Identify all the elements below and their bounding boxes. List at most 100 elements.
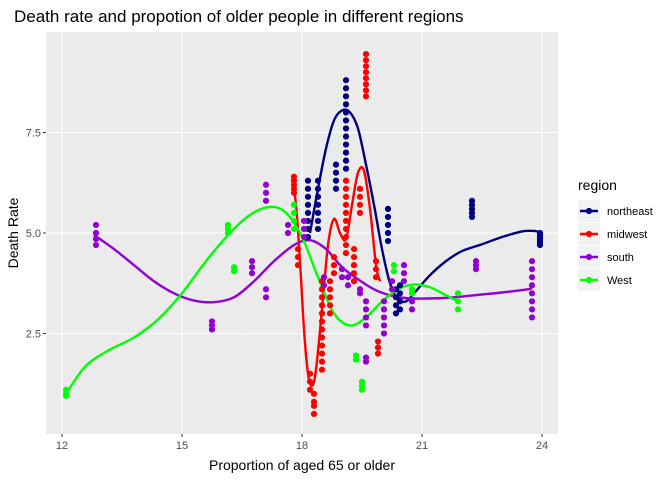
data-point-midwest (362, 57, 370, 64)
data-point-south (344, 282, 352, 289)
data-point-midwest (374, 338, 382, 345)
x-axis: 12 15 18 21 24 (56, 434, 548, 452)
legend-label: northeast (607, 206, 653, 218)
data-point-west (390, 262, 398, 269)
data-point-midwest (356, 209, 364, 216)
data-point-midwest (372, 266, 380, 273)
data-point-south (356, 290, 364, 297)
data-point-midwest (318, 302, 326, 309)
data-point-midwest (330, 270, 338, 277)
data-point-northeast (396, 306, 404, 313)
data-point-northeast (392, 294, 400, 301)
x-tick-label: 18 (296, 440, 308, 452)
y-tick-label: 5.0 (26, 228, 41, 240)
data-point-south (262, 197, 270, 204)
data-point-south (528, 282, 536, 289)
data-point-west (290, 201, 298, 208)
y-axis: 2.5 5.0 7.5 (26, 128, 46, 341)
data-point-south (262, 189, 270, 196)
data-point-northeast (384, 221, 392, 229)
data-point-midwest (330, 262, 338, 269)
data-point-south (400, 262, 408, 269)
data-point-midwest (342, 185, 350, 192)
data-point-northeast (396, 290, 404, 297)
data-point-west (290, 209, 298, 216)
legend-label: West (607, 275, 632, 287)
data-point-south (300, 217, 308, 225)
legend-label: south (607, 252, 634, 264)
data-point-south (400, 278, 408, 285)
data-point-northeast (314, 185, 322, 192)
data-point-south (380, 322, 388, 329)
data-point-south (284, 221, 292, 229)
x-tick-label: 24 (536, 440, 548, 452)
data-point-midwest (350, 245, 358, 253)
data-point-northeast (342, 77, 350, 84)
data-point-south (362, 322, 370, 329)
data-point-midwest (318, 326, 326, 333)
data-point-south (300, 225, 308, 233)
smooth-line-south (93, 234, 533, 304)
data-point-west (224, 229, 232, 237)
data-point-south (528, 258, 536, 265)
data-point-midwest (374, 344, 382, 351)
data-point-midwest (362, 51, 370, 58)
data-point-west (358, 386, 366, 393)
data-point-south (528, 306, 536, 313)
data-point-midwest (294, 254, 302, 261)
data-point-midwest (306, 386, 314, 393)
data-point-northeast (384, 205, 392, 212)
data-point-midwest (318, 334, 326, 341)
data-point-northeast (396, 282, 404, 289)
data-point-south (362, 314, 370, 321)
data-point-midwest (318, 366, 326, 373)
smooth-line-northeast (308, 108, 543, 304)
data-point-midwest (342, 217, 350, 225)
data-point-midwest (318, 318, 326, 325)
data-point-south (92, 241, 100, 249)
data-point-midwest (326, 278, 334, 285)
data-point-midwest (318, 350, 326, 357)
data-point-northeast (304, 209, 312, 216)
data-point-south (300, 233, 308, 241)
data-point-west (454, 298, 462, 305)
data-point-south (472, 266, 480, 273)
data-point-south (362, 358, 370, 365)
data-point-northeast (342, 165, 350, 172)
data-point-northeast (304, 185, 312, 192)
grid-major (46, 32, 558, 434)
data-point-northeast (342, 149, 350, 156)
data-point-midwest (318, 294, 326, 301)
x-tick-label: 15 (176, 440, 188, 452)
data-point-midwest (372, 274, 380, 281)
data-point-midwest (362, 93, 370, 100)
data-point-midwest (362, 75, 370, 82)
data-point-south (388, 278, 396, 285)
data-point-northeast (396, 298, 404, 305)
data-point-midwest (342, 201, 350, 208)
data-point-midwest (342, 193, 350, 200)
data-point-northeast (304, 177, 312, 184)
data-point-midwest (350, 262, 358, 269)
data-point-south (208, 326, 216, 333)
data-point-northeast (384, 213, 392, 221)
data-point-midwest (306, 370, 314, 377)
data-point-midwest (318, 358, 326, 365)
data-point-west (390, 268, 398, 275)
data-point-west (290, 225, 298, 233)
data-point-midwest (326, 286, 334, 293)
data-point-northeast (314, 225, 322, 233)
data-point-south (320, 274, 328, 281)
data-point-midwest (294, 245, 302, 253)
data-point-west (408, 290, 416, 297)
data-point-west (290, 217, 298, 225)
data-point-midwest (342, 250, 350, 257)
data-point-south (338, 274, 346, 281)
legend-key-point (585, 207, 593, 215)
data-point-northeast (342, 101, 350, 108)
data-point-northeast (392, 310, 400, 317)
data-point-midwest (330, 254, 338, 261)
data-point-south (408, 298, 416, 305)
data-point-midwest (356, 201, 364, 208)
